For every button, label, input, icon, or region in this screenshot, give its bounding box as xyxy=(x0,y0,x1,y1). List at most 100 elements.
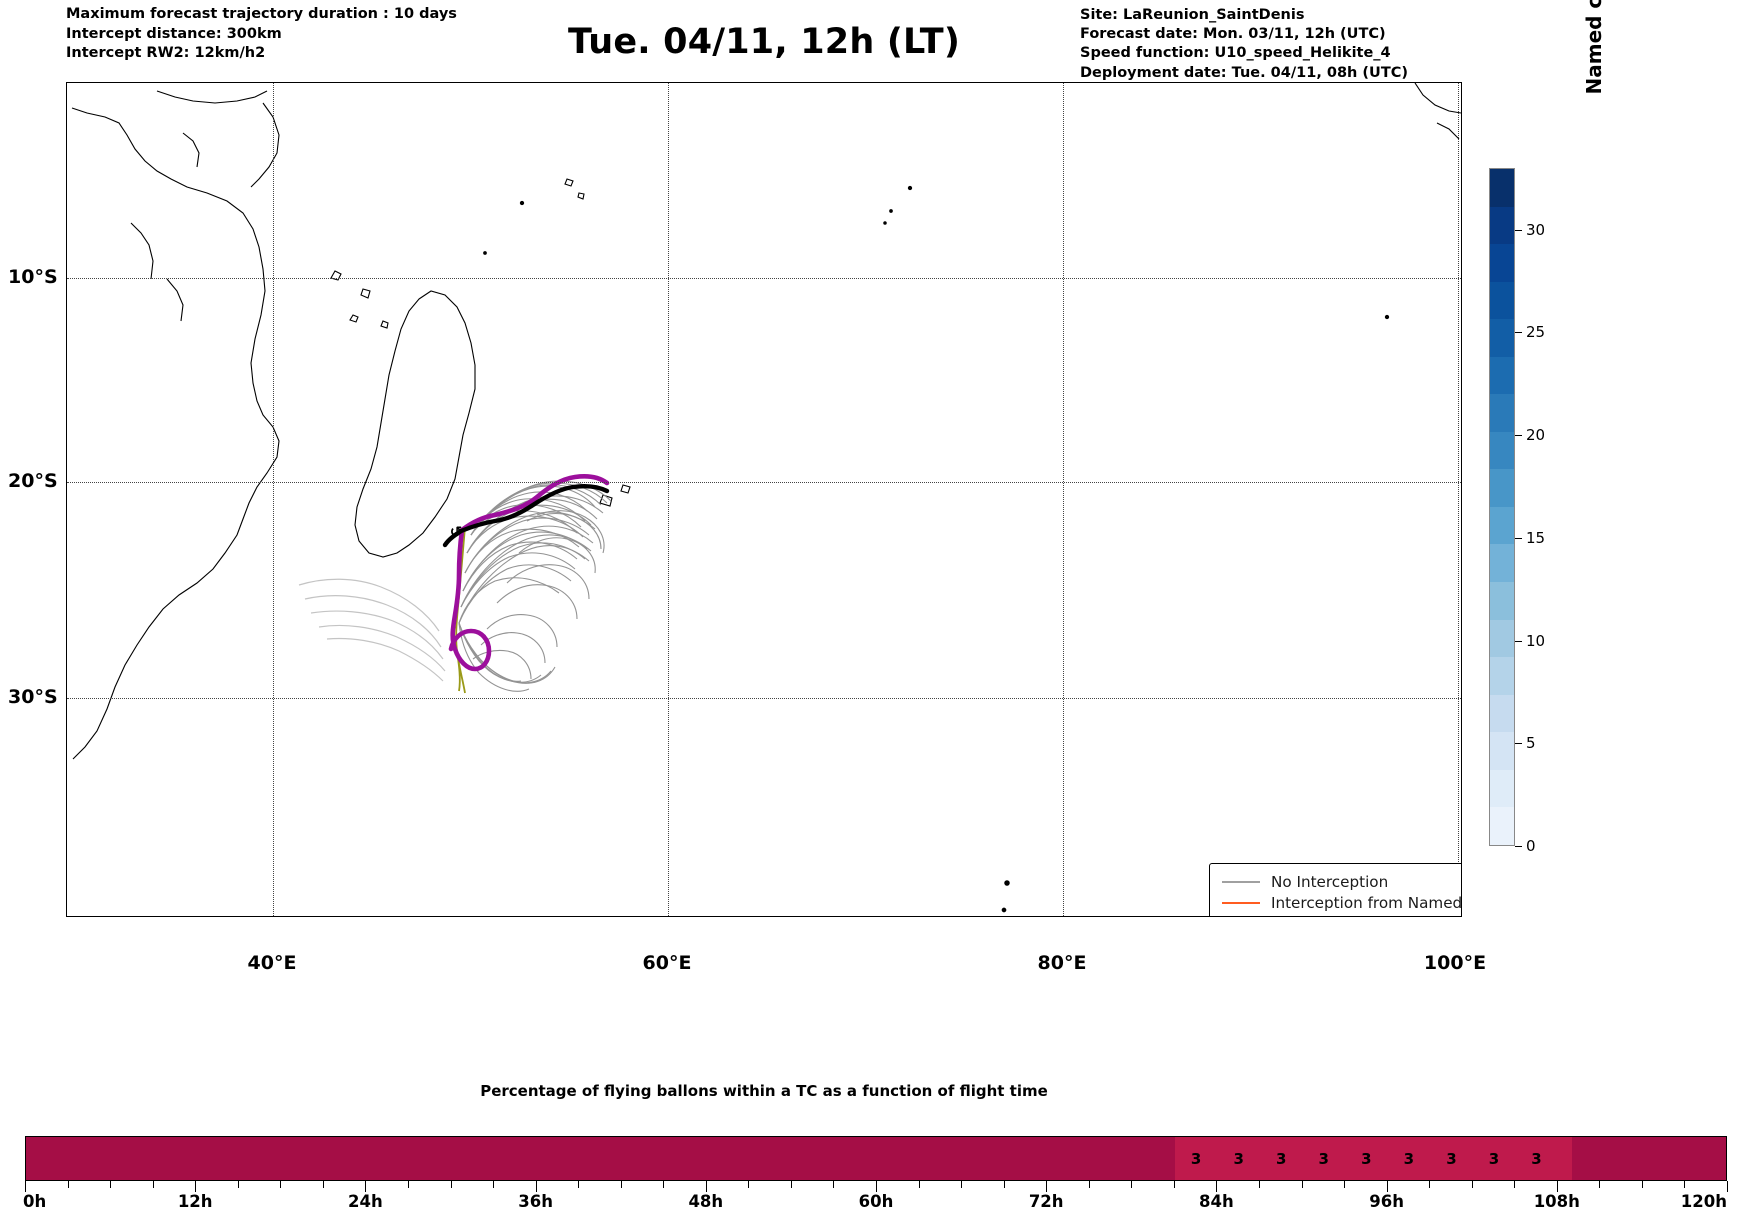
lat-tick-10S: 10°S xyxy=(8,266,58,288)
axis-tick-major xyxy=(1727,1181,1728,1192)
axis-tick-minor xyxy=(450,1181,452,1188)
legend-swatch-line-icon xyxy=(1219,876,1263,888)
colorbar-tick-label: 0 xyxy=(1526,837,1536,855)
axis-tick-minor xyxy=(620,1181,622,1188)
gridline-lon-40E xyxy=(273,83,274,916)
percentage-bar[interactable]: 3 3 3 3 3 3 3 3 3 xyxy=(25,1136,1727,1181)
lat-tick-20S: 20°S xyxy=(8,470,58,492)
colorbar-segment xyxy=(1490,506,1514,545)
colorbar-tickmark xyxy=(1515,332,1522,334)
legend-label: Interception from Trochoid xyxy=(1263,915,1461,917)
colorbar-segment xyxy=(1490,619,1514,658)
axis-tick-label: 120h xyxy=(1680,1192,1727,1211)
percentage-bar-segment xyxy=(1571,1137,1726,1180)
axis-tick-label: 60h xyxy=(858,1192,894,1211)
colorbar-tickmark xyxy=(1515,743,1522,745)
colorbar-tick-label: 30 xyxy=(1526,220,1546,239)
header-right-info: Site: LaReunion_SaintDenis Forecast date… xyxy=(1080,6,1500,83)
axis-tick-minor xyxy=(152,1181,154,1188)
axis-tick-minor xyxy=(1599,1181,1601,1188)
axis-tick-minor xyxy=(110,1181,112,1188)
header-left-line-1: Maximum forecast trajectory duration : 1… xyxy=(66,6,457,22)
axis-tick-minor xyxy=(790,1181,792,1188)
axis-tick-minor xyxy=(663,1181,665,1188)
legend-item-named-cyclone[interactable]: Interception from Named cyclone xyxy=(1219,892,1462,913)
lat-tick-30S: 30°S xyxy=(8,686,58,708)
axis-tick-label: 48h xyxy=(688,1192,724,1211)
axis-tick-label: 12h xyxy=(177,1192,213,1211)
header-left-line-2: Intercept distance: 300km xyxy=(66,25,282,42)
colorbar-segment xyxy=(1490,769,1514,808)
percentage-bar-value: 3 xyxy=(1488,1149,1500,1168)
axis-tick-major xyxy=(1046,1181,1048,1192)
tc-observation-marker: ↺ xyxy=(450,523,463,541)
header-left-info: Maximum forecast trajectory duration : 1… xyxy=(66,5,586,64)
axis-tick-minor xyxy=(1131,1181,1133,1188)
colorbar-segment xyxy=(1490,319,1514,357)
map-svg: ↺ xyxy=(71,83,1461,913)
axis-tick-minor xyxy=(67,1181,69,1188)
axis-tick-minor xyxy=(1258,1181,1260,1188)
axis-tick-minor xyxy=(1429,1181,1431,1188)
lon-tick-80E: 80°E xyxy=(1037,952,1087,974)
colorbar-tick-label: 10 xyxy=(1526,631,1546,650)
colorbar-tickmark xyxy=(1515,640,1522,642)
axis-tick-label: 108h xyxy=(1533,1192,1580,1211)
colorbar-segment xyxy=(1490,394,1514,432)
colorbar-segment xyxy=(1490,582,1514,620)
axis-tick-minor xyxy=(918,1181,920,1188)
percentage-bar-value: 3 xyxy=(1318,1149,1329,1168)
gridline-lat-20S xyxy=(67,482,1461,483)
colorbar-tickmark xyxy=(1515,846,1522,847)
ensemble-trajectories-no-interception xyxy=(458,480,612,692)
ensemble-trajectories-faint xyxy=(298,578,446,682)
axis-tick-label: 96h xyxy=(1369,1192,1404,1211)
gridline-lon-80E xyxy=(1063,83,1064,916)
legend-item-no-interception[interactable]: No Interception xyxy=(1219,871,1461,892)
colorbar-segment xyxy=(1490,169,1514,207)
axis-tick-major xyxy=(535,1181,537,1192)
speed-function-line: Speed function: U10_speed_Helikite_4 xyxy=(1080,45,1391,62)
axis-tick-label: 84h xyxy=(1199,1192,1234,1211)
colorbar-segment xyxy=(1490,544,1514,583)
percentage-bar-value: 3 xyxy=(1403,1149,1415,1168)
lon-tick-100E: 100°E xyxy=(1423,952,1487,974)
forecast-date-line: Forecast date: Mon. 03/11, 12h (UTC) xyxy=(1080,26,1386,43)
percentage-bar-value: 3 xyxy=(1276,1149,1287,1168)
axis-tick-minor xyxy=(237,1181,239,1188)
colorbar-segment xyxy=(1490,356,1514,395)
colorbar-tick-label: 20 xyxy=(1526,426,1546,445)
coastlines xyxy=(71,83,1461,913)
percentage-bar-value: 3 xyxy=(1190,1149,1202,1168)
legend-swatch-line-icon xyxy=(1219,897,1263,909)
axis-tick-minor xyxy=(833,1181,835,1188)
gridline-lon-100E xyxy=(1458,83,1459,916)
colorbar-segment xyxy=(1490,469,1514,507)
axis-tick-minor xyxy=(748,1181,750,1188)
axis-tick-major xyxy=(876,1181,877,1192)
axis-tick-major xyxy=(1386,1181,1388,1192)
axis-tick-minor xyxy=(1344,1181,1346,1188)
percentage-bar-value: 3 xyxy=(1361,1149,1372,1168)
axis-tick-minor xyxy=(1471,1181,1473,1188)
legend-item-trochoid[interactable]: Interception from Trochoid xyxy=(1219,913,1461,917)
colorbar-segment xyxy=(1490,694,1514,733)
axis-tick-minor xyxy=(322,1181,324,1188)
axis-tick-minor xyxy=(1684,1181,1686,1188)
percentage-bar-value: 3 xyxy=(1446,1149,1457,1168)
colorbar-label: Named cyclones forecast - Number of GEFS… xyxy=(1582,0,1616,140)
axis-tick-label: 36h xyxy=(518,1192,553,1211)
colorbar-tick-label: 15 xyxy=(1526,528,1546,547)
colorbar-tickmark xyxy=(1515,537,1522,539)
colorbar[interactable] xyxy=(1489,168,1515,846)
forecast-map[interactable]: ↺ No Interception Interception from Name… xyxy=(66,82,1462,917)
colorbar-segment xyxy=(1490,807,1514,845)
axis-tick-minor xyxy=(1088,1181,1090,1188)
colorbar-segment xyxy=(1490,244,1514,282)
header-left-line-3: Intercept RW2: 12km/h2 xyxy=(66,45,266,61)
colorbar-segment xyxy=(1490,206,1514,245)
colorbar-segment xyxy=(1490,732,1514,770)
legend-label: Interception from Named cyclone xyxy=(1271,893,1462,912)
colorbar-tickmark xyxy=(1515,229,1522,231)
percentage-bar-value: 3 xyxy=(1531,1149,1542,1168)
